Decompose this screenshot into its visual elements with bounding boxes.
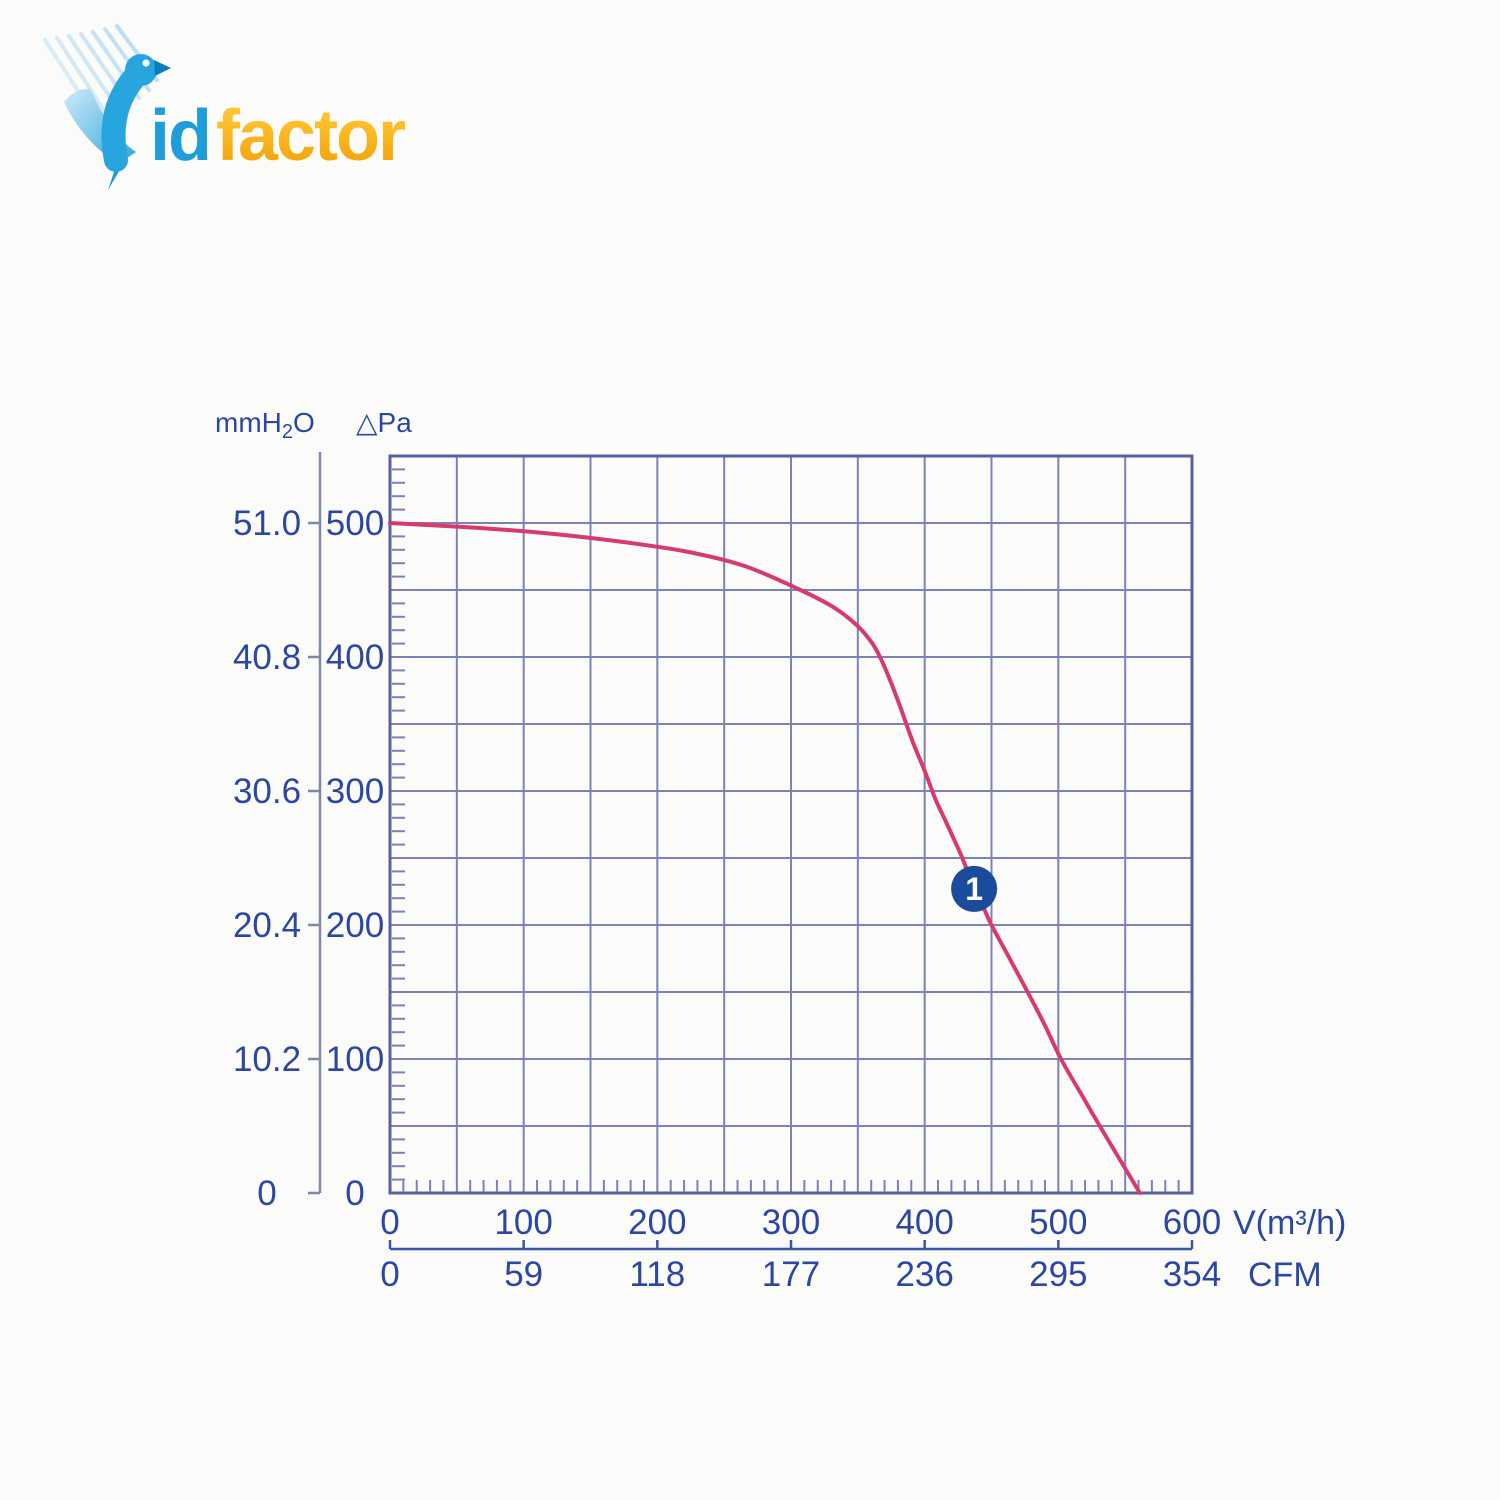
bird-neck: [101, 66, 146, 172]
pa-tick-label: 500: [326, 504, 384, 543]
flow-tick-label: 0: [380, 1203, 399, 1242]
curve-marker-label: 1: [965, 871, 983, 907]
pa-tick-label: 400: [326, 638, 384, 677]
flow-tick-label: 100: [494, 1203, 552, 1242]
flow-tick-label: 300: [762, 1203, 820, 1242]
pa-tick-label: 200: [326, 906, 384, 945]
vidfactor-logo: id factor: [43, 24, 407, 190]
mmh2o-tick-label: 20.4: [233, 906, 301, 945]
bird-beak-icon: [154, 60, 171, 76]
pa-tick-label: 100: [326, 1040, 384, 1079]
plot-border: [388, 454, 1194, 1195]
cfm-tick-label: 0: [380, 1255, 399, 1294]
logo-text-factor: factor: [216, 96, 405, 176]
bird-icon: [43, 24, 171, 190]
pa-tick-label: 0: [345, 1174, 364, 1213]
cfm-tick-label: 59: [504, 1255, 543, 1294]
pressure-header-mmh2o: mmH2O: [215, 407, 315, 443]
bird-feather-streaks: [43, 24, 159, 116]
cfm-tick-label: 236: [895, 1255, 953, 1294]
mmh2o-tick-label: 30.6: [233, 772, 301, 811]
cfm-unit-label: CFM: [1248, 1256, 1322, 1294]
bird-eye: [142, 59, 150, 67]
mmh2o-tick-label: 0: [257, 1174, 276, 1213]
cfm-tick-label: 354: [1163, 1255, 1221, 1294]
cfm-tick-label: 295: [1029, 1255, 1087, 1294]
mmh2o-tick-label: 10.2: [233, 1040, 301, 1079]
flow-tick-label: 500: [1029, 1203, 1087, 1242]
curve-marker: [951, 865, 998, 912]
logo-text-id: id: [150, 96, 210, 176]
mmh2o-tick-label: 51.0: [233, 504, 301, 543]
pa-tick-label: 300: [326, 772, 384, 811]
flow-tick-label: 600: [1163, 1203, 1221, 1242]
cfm-tick-label: 118: [629, 1255, 685, 1294]
flow-unit-label: V(m³/h): [1233, 1204, 1346, 1242]
pressure-flow-curve: [388, 521, 1142, 1195]
cfm-tick-label: 177: [762, 1255, 820, 1294]
pressure-header-pa: △Pa: [356, 407, 412, 438]
flow-tick-label: 400: [895, 1203, 953, 1242]
flow-tick-label: 200: [628, 1203, 686, 1242]
mmh2o-tick-label: 40.8: [233, 638, 301, 677]
